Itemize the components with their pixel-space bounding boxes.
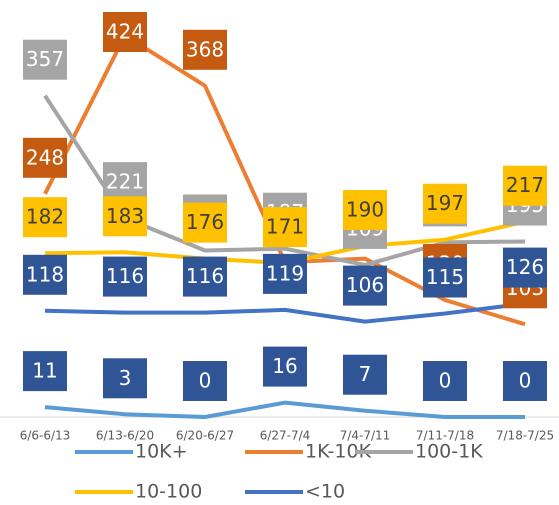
data-label-box xyxy=(103,358,147,399)
data-label: 11 xyxy=(32,359,57,383)
data-label: 106 xyxy=(346,273,384,297)
data-label: 0 xyxy=(519,369,532,393)
data-label: 368 xyxy=(186,37,224,61)
data-label: 182 xyxy=(26,205,64,229)
legend-label: <10 xyxy=(305,481,345,503)
data-label-box xyxy=(423,361,467,401)
data-label: 197 xyxy=(426,191,464,215)
data-label: 217 xyxy=(506,173,544,197)
data-label: 16 xyxy=(272,354,297,378)
data-label-box xyxy=(23,254,67,295)
data-label: 7 xyxy=(359,362,372,386)
data-label-box xyxy=(183,256,227,297)
x-tick-label: 6/6-6/13 xyxy=(20,429,71,443)
data-label-box xyxy=(23,351,67,392)
x-tick-label: 6/20-6/27 xyxy=(176,429,234,443)
data-label: 171 xyxy=(266,215,304,239)
data-label-box xyxy=(103,162,147,203)
data-label-box xyxy=(423,257,467,298)
data-label: 116 xyxy=(106,264,144,288)
legend-label: 100-1K xyxy=(415,441,483,463)
data-label-box xyxy=(423,183,467,224)
legend-label: 10K+ xyxy=(135,441,188,463)
data-label: 126 xyxy=(506,255,544,279)
data-label: 115 xyxy=(426,265,464,289)
data-label: 118 xyxy=(26,262,64,286)
data-label-box xyxy=(503,247,547,288)
line xyxy=(44,301,526,324)
line xyxy=(44,400,525,419)
data-label: 3 xyxy=(119,366,132,390)
data-label-box xyxy=(183,29,227,70)
data-label: 221 xyxy=(106,170,144,194)
data-label: 183 xyxy=(106,204,144,228)
data-label-box xyxy=(103,256,147,297)
data-label-box xyxy=(183,361,227,401)
data-label-box xyxy=(343,190,387,230)
data-label: 357 xyxy=(26,47,64,71)
data-label-box xyxy=(503,361,547,401)
x-tick-label: 7/11-7/18 xyxy=(416,429,474,443)
x-tick-label: 7/18-7/25 xyxy=(496,429,554,443)
data-label-box xyxy=(263,346,307,387)
data-label-box xyxy=(343,354,387,395)
data-label-box xyxy=(23,39,67,80)
data-label: 119 xyxy=(266,261,304,285)
data-label-box xyxy=(103,196,147,237)
x-tick-label: 7/4-7/11 xyxy=(340,429,391,443)
data-label: 176 xyxy=(186,210,224,234)
x-tick-label: 6/27-7/4 xyxy=(260,429,311,443)
legend-label: 10-100 xyxy=(135,481,202,503)
data-label-box xyxy=(103,12,147,52)
data-label: 190 xyxy=(346,198,384,222)
data-label: 0 xyxy=(199,369,212,393)
data-label-box xyxy=(23,137,67,178)
data-label-box xyxy=(343,265,387,306)
legend-label: 1K-10K xyxy=(305,441,372,463)
data-label-box xyxy=(23,197,67,238)
data-label: 248 xyxy=(26,145,64,169)
data-label-box xyxy=(263,207,307,248)
data-label-box xyxy=(183,202,227,243)
data-label: 424 xyxy=(106,20,144,44)
data-label: 0 xyxy=(439,369,452,393)
data-label-box xyxy=(263,253,307,294)
data-label: 116 xyxy=(186,264,224,288)
x-tick-label: 6/13-6/20 xyxy=(96,429,154,443)
data-label-box xyxy=(503,165,547,206)
